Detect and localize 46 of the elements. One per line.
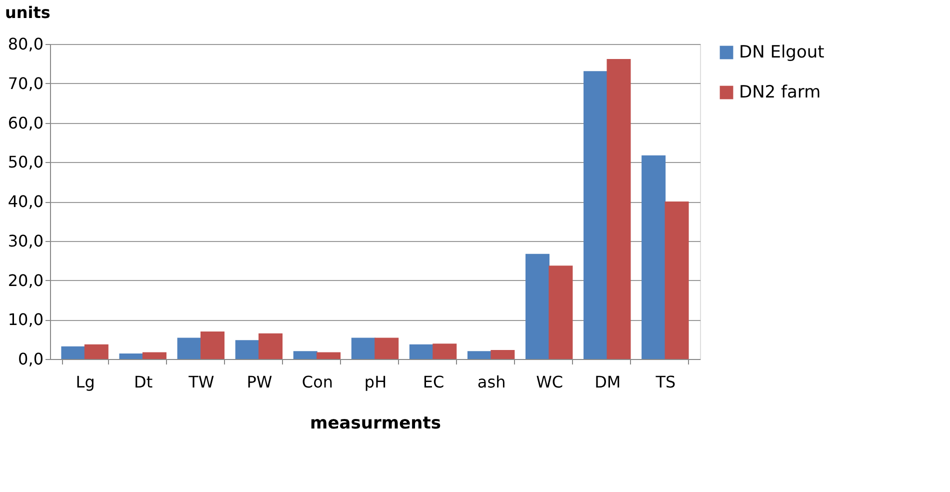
y-tick-label: 50,0 [8,152,44,172]
bar [606,58,631,359]
legend-label: DN2 farm [739,82,821,102]
y-tick-label: 60,0 [8,113,44,132]
bar [664,202,689,359]
bar [61,346,86,359]
y-tick-label: 0,0 [18,350,44,368]
bar [467,351,492,359]
bar [84,344,108,359]
y-axis-title: units [5,3,50,22]
x-tick-label: TW [188,372,214,392]
bar [374,338,399,359]
x-axis-title: measurments [310,414,441,434]
y-tick-label: 10,0 [8,310,44,330]
bar [177,338,202,359]
bar [432,344,457,359]
x-tick-label: Lg [76,372,95,392]
bar [293,351,318,359]
bar [142,352,166,359]
bar [409,344,434,359]
x-tick-label: EC [422,372,444,392]
y-tick-label: 80,0 [8,34,44,54]
bar [584,71,608,359]
x-tick-label: WC [536,372,564,392]
y-tick-label: 40,0 [8,192,44,211]
bar [548,266,573,359]
legend-label: DN Elgout [739,42,825,62]
bar [351,338,376,359]
bar [235,340,260,359]
bar [642,155,666,359]
bar [258,333,283,359]
bar [119,353,144,359]
bar [526,254,550,359]
x-tick-label: PW [246,372,272,392]
y-tick-label: 20,0 [8,270,44,290]
x-tick-label: pH [364,372,387,392]
x-tick-label: ash [477,372,506,392]
x-tick-label: Dt [134,372,153,392]
y-tick-label: 30,0 [8,231,44,250]
bar [200,331,224,359]
bar [316,352,341,359]
x-tick-label: DM [594,372,621,392]
x-tick-label: Con [302,372,334,392]
y-tick-label: 70,0 [8,74,44,93]
x-tick-label: TS [654,372,676,392]
bar [490,350,515,359]
